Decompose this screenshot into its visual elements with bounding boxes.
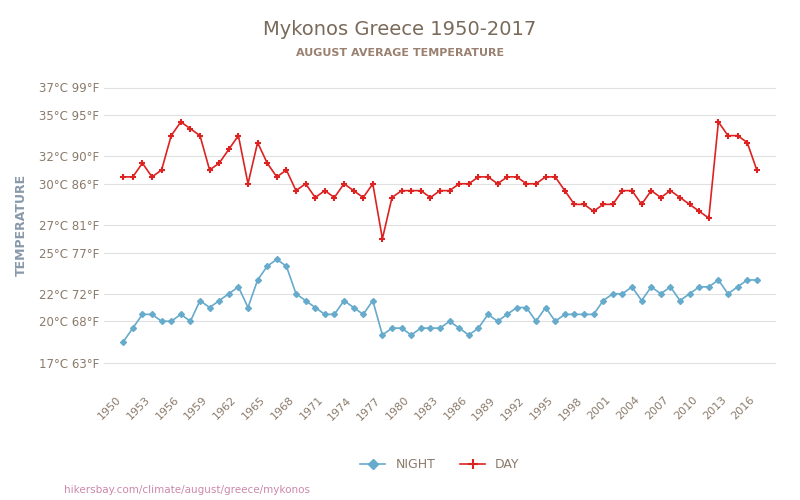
- Legend: NIGHT, DAY: NIGHT, DAY: [355, 453, 525, 476]
- Text: AUGUST AVERAGE TEMPERATURE: AUGUST AVERAGE TEMPERATURE: [296, 48, 504, 58]
- Y-axis label: TEMPERATURE: TEMPERATURE: [14, 174, 28, 276]
- Text: hikersbay.com/climate/august/greece/mykonos: hikersbay.com/climate/august/greece/myko…: [64, 485, 310, 495]
- Text: Mykonos Greece 1950-2017: Mykonos Greece 1950-2017: [263, 20, 537, 39]
